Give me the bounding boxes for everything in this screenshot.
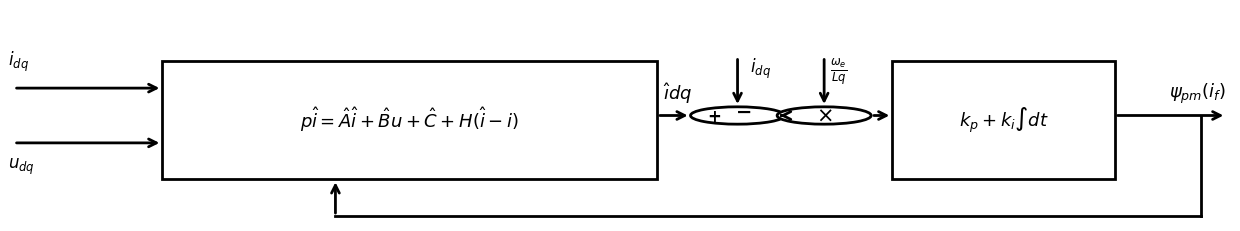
Text: −: − (737, 103, 753, 122)
Text: $\psi_{pm}(i_f)$: $\psi_{pm}(i_f)$ (1169, 82, 1226, 106)
Text: $\hat{\imath}dq$: $\hat{\imath}dq$ (663, 82, 692, 106)
Text: $\mathit{i}_{dq}$: $\mathit{i}_{dq}$ (7, 50, 29, 74)
FancyBboxPatch shape (162, 61, 657, 179)
FancyBboxPatch shape (893, 61, 1115, 179)
Text: $\times$: $\times$ (816, 106, 832, 125)
Text: $p\hat{i}=\hat{A}\hat{i}+\hat{B}u+\hat{C}+H(\hat{i}-i)$: $p\hat{i}=\hat{A}\hat{i}+\hat{B}u+\hat{C… (300, 106, 520, 134)
Text: $i_{dq}$: $i_{dq}$ (750, 57, 771, 81)
Text: $k_p+k_i\int dt$: $k_p+k_i\int dt$ (959, 106, 1048, 135)
Circle shape (691, 107, 785, 124)
Circle shape (777, 107, 872, 124)
Text: $\frac{\omega_e}{Lq}$: $\frac{\omega_e}{Lq}$ (831, 57, 847, 87)
Text: $\mathit{u}_{dq}$: $\mathit{u}_{dq}$ (7, 157, 35, 177)
Text: +: + (707, 108, 720, 126)
